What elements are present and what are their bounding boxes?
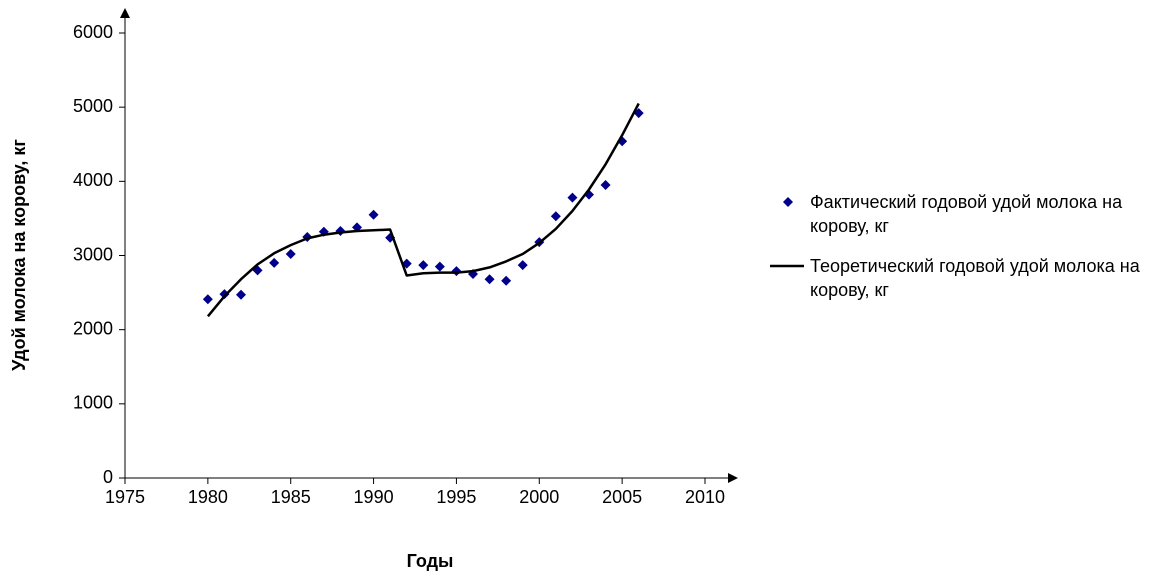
- x-tick-label: 1990: [354, 487, 394, 507]
- legend-marker: [783, 197, 793, 207]
- point: [368, 209, 379, 220]
- x-tick-label: 2010: [685, 487, 725, 507]
- point: [219, 289, 230, 300]
- legend-entry: Фактический годовой удой молока на коров…: [770, 190, 1150, 238]
- point: [484, 274, 495, 285]
- x-axis-label: Годы: [407, 551, 454, 571]
- x-tick-label: 1995: [436, 487, 476, 507]
- x-tick-label: 1985: [271, 487, 311, 507]
- x-tick-label: 2000: [519, 487, 559, 507]
- point: [517, 260, 528, 271]
- trend-line: [206, 102, 640, 318]
- point: [252, 265, 263, 276]
- point: [550, 211, 561, 222]
- legend-entry: Теоретический годовой удой молока на кор…: [770, 254, 1150, 302]
- y-tick-label: 0: [103, 467, 113, 487]
- y-tick-label: 3000: [73, 244, 113, 264]
- point: [285, 249, 296, 260]
- y-tick-label: 5000: [73, 96, 113, 116]
- point: [567, 192, 578, 203]
- y-axis-label: Удой молока на корову, кг: [9, 139, 29, 371]
- point: [236, 289, 246, 300]
- point: [202, 294, 213, 305]
- point: [269, 257, 280, 268]
- x-tick-label: 1980: [188, 487, 228, 507]
- y-arrow: [120, 8, 130, 18]
- x-tick-label: 2005: [602, 487, 642, 507]
- legend-label: Фактический годовой удой молока на коров…: [810, 192, 1123, 236]
- x-arrow: [728, 473, 738, 483]
- point: [434, 261, 445, 272]
- legend-label: Теоретический годовой удой молока на кор…: [810, 256, 1140, 300]
- point: [600, 180, 611, 191]
- point: [418, 260, 429, 271]
- legend-symbol: [783, 197, 793, 207]
- y-tick-label: 4000: [73, 170, 113, 190]
- x-tick-label: 1975: [105, 487, 145, 507]
- y-tick-label: 6000: [73, 22, 113, 42]
- legend: Фактический годовой удой молока на коров…: [770, 190, 1150, 318]
- y-tick-label: 1000: [73, 393, 113, 413]
- y-tick-label: 2000: [73, 318, 113, 338]
- legend-symbol: [770, 264, 804, 268]
- point: [501, 275, 512, 286]
